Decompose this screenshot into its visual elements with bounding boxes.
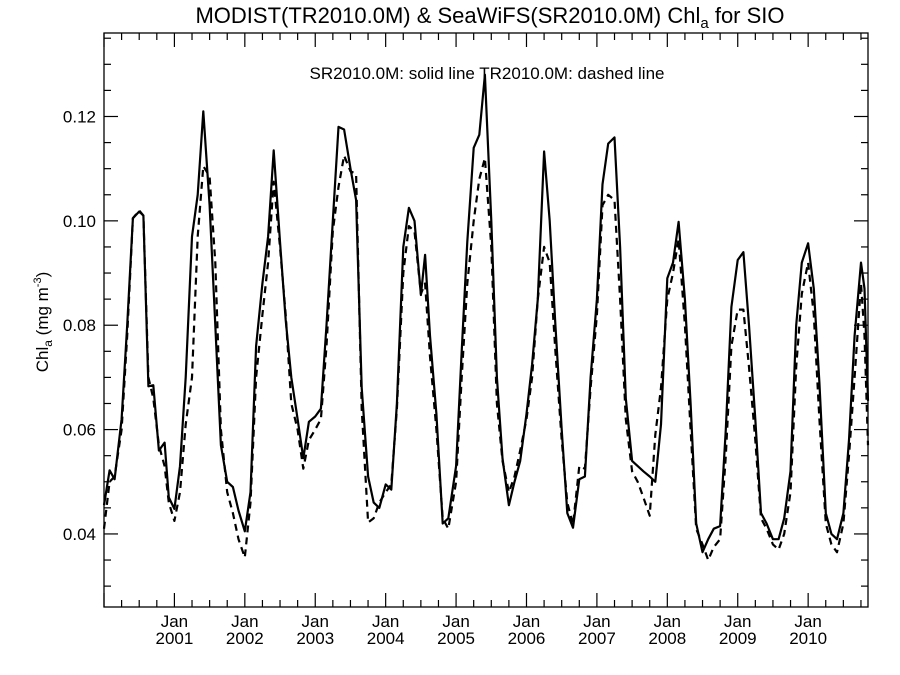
series-line-dashed: [102, 154, 870, 562]
y-tick-label: 0.04: [63, 525, 96, 544]
y-tick-label: 0.12: [63, 107, 96, 126]
x-tick-month-label: Jan: [442, 612, 469, 631]
series-line-solid: [102, 73, 870, 554]
plot-frame: [103, 32, 869, 608]
x-tick-year-label: 2002: [226, 629, 264, 648]
y-axis-label-mid: (mg m: [33, 287, 52, 340]
x-tick-month-label: Jan: [794, 612, 821, 631]
chart-title-subscript: a: [700, 15, 709, 32]
x-tick-month-label: Jan: [654, 612, 681, 631]
x-tick-year-label: 2004: [367, 629, 405, 648]
x-tick-month-label: Jan: [302, 612, 329, 631]
x-tick-year-label: 2007: [578, 629, 616, 648]
x-tick-year-label: 2006: [508, 629, 546, 648]
x-tick-month-label: Jan: [372, 612, 399, 631]
x-tick-year-label: 2001: [156, 629, 194, 648]
y-tick-label: 0.08: [63, 316, 96, 335]
x-tick-year-label: 2003: [296, 629, 334, 648]
x-tick-year-label: 2009: [719, 629, 757, 648]
x-tick-year-label: 2005: [437, 629, 475, 648]
x-tick-month-label: Jan: [161, 612, 188, 631]
x-tick-month-label: Jan: [231, 612, 258, 631]
chart-title-main: MODIST(TR2010.0M) & SeaWiFS(SR2010.0M) C…: [195, 3, 700, 28]
y-tick-label: 0.06: [63, 421, 96, 440]
y-axis-label-suffix: ): [33, 272, 52, 278]
y-axis-label-prefix: Chl: [33, 347, 52, 373]
y-axis-label-superscript: -3: [32, 277, 44, 287]
y-tick-label: 0.10: [63, 212, 96, 231]
x-tick-month-label: Jan: [583, 612, 610, 631]
chart-title-suffix: for SIO: [709, 3, 785, 28]
chart-title: MODIST(TR2010.0M) & SeaWiFS(SR2010.0M) C…: [195, 3, 784, 32]
y-axis-label: Chla (mg m-3): [32, 272, 55, 373]
plot-area: 0.040.060.080.100.12Jan2001Jan2002Jan200…: [63, 32, 870, 648]
x-tick-month-label: Jan: [724, 612, 751, 631]
x-tick-year-label: 2008: [648, 629, 686, 648]
x-tick-month-label: Jan: [513, 612, 540, 631]
legend-note: SR2010.0M: solid line TR2010.0M: dashed …: [309, 64, 664, 83]
x-tick-year-label: 2010: [789, 629, 827, 648]
y-axis-label-subscript: a: [41, 340, 55, 347]
